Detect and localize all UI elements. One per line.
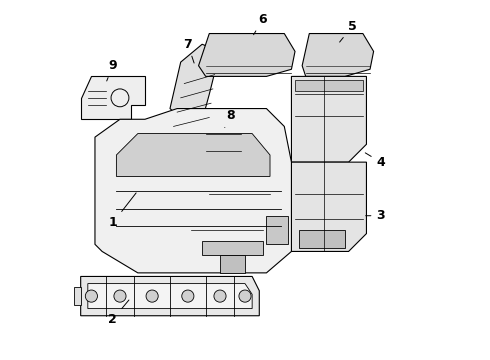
Text: 1: 1 <box>108 193 136 229</box>
Polygon shape <box>220 255 245 273</box>
Text: 9: 9 <box>107 59 117 81</box>
Polygon shape <box>295 80 363 91</box>
Text: 4: 4 <box>365 153 385 168</box>
Polygon shape <box>302 33 373 76</box>
Text: 7: 7 <box>183 38 194 63</box>
Polygon shape <box>81 76 145 119</box>
Circle shape <box>114 290 126 302</box>
Text: 8: 8 <box>225 109 235 127</box>
Circle shape <box>182 290 194 302</box>
Circle shape <box>239 290 251 302</box>
Polygon shape <box>198 33 295 76</box>
Text: 3: 3 <box>366 209 385 222</box>
Circle shape <box>146 290 158 302</box>
Polygon shape <box>170 44 220 134</box>
Polygon shape <box>267 216 288 244</box>
Polygon shape <box>202 241 263 255</box>
Text: 2: 2 <box>108 300 129 326</box>
Text: 6: 6 <box>253 13 267 35</box>
Circle shape <box>214 290 226 302</box>
Polygon shape <box>298 230 345 248</box>
Polygon shape <box>292 162 367 251</box>
Polygon shape <box>117 134 270 176</box>
Polygon shape <box>88 284 252 309</box>
Polygon shape <box>95 109 292 273</box>
Polygon shape <box>74 287 81 305</box>
Text: 5: 5 <box>340 20 357 42</box>
Circle shape <box>85 290 98 302</box>
Polygon shape <box>292 76 367 162</box>
Polygon shape <box>202 130 245 155</box>
Polygon shape <box>81 276 259 316</box>
